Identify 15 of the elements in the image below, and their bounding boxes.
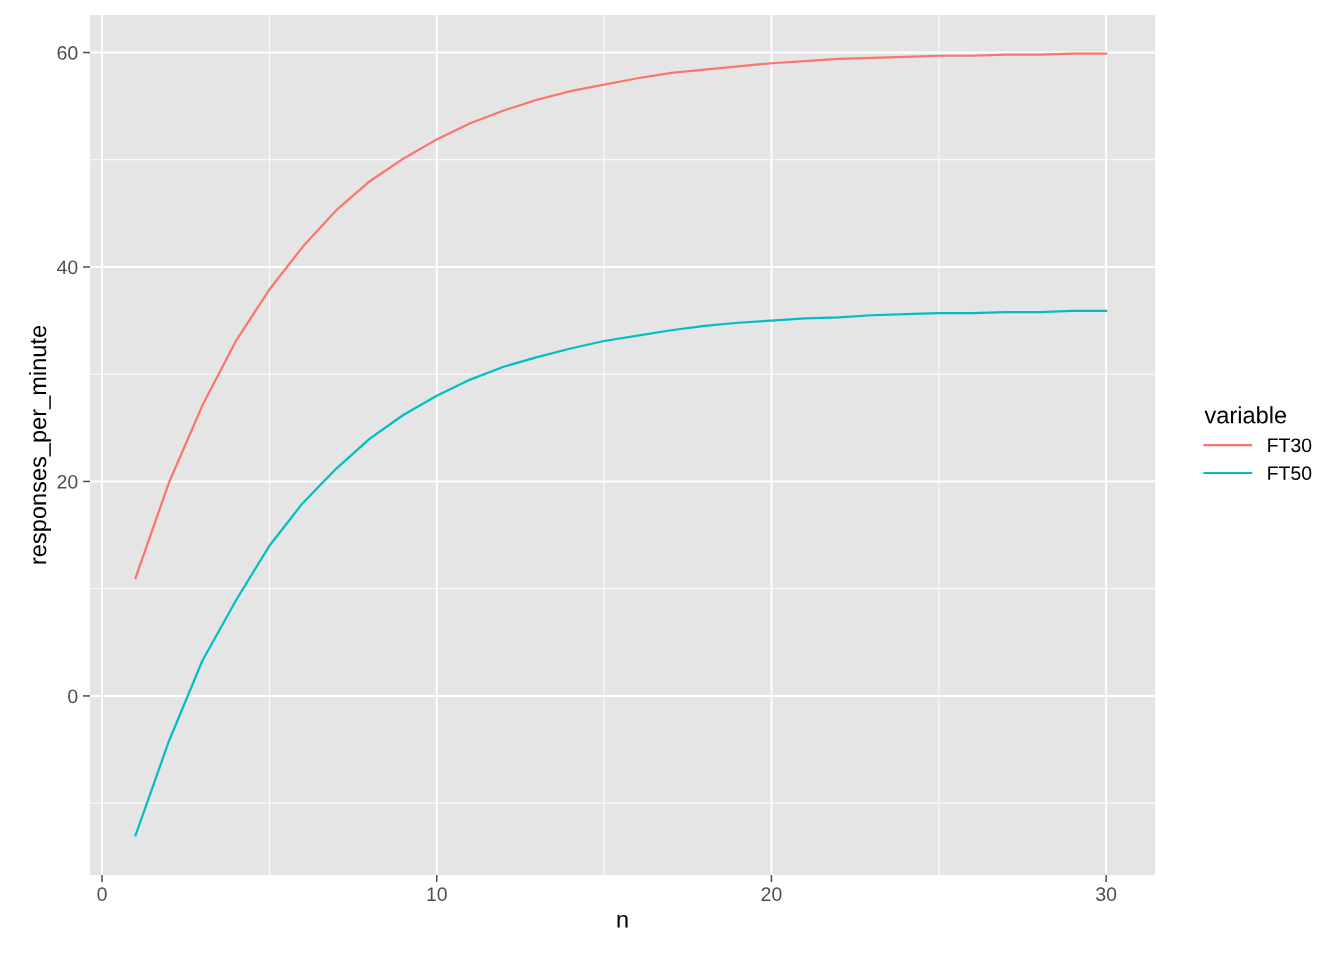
- y-tick-label: 0: [68, 689, 78, 704]
- x-tick-label: 10: [427, 887, 447, 902]
- x-tick-label: 20: [761, 887, 782, 902]
- legend-label: FT50: [1268, 466, 1312, 481]
- line-series: [134, 52, 1108, 580]
- x-tick-label: 30: [1096, 887, 1117, 902]
- legend-label: FT30: [1268, 438, 1312, 453]
- legend-title: variable: [1204, 406, 1287, 424]
- x-tick-label: 0: [97, 887, 107, 902]
- y-axis-title: responses_per_minute: [29, 325, 52, 564]
- x-axis-title: n: [617, 914, 628, 928]
- y-tick-label: 60: [57, 46, 78, 60]
- y-tick-label: 40: [57, 260, 78, 275]
- y-tick-label: 20: [57, 474, 78, 489]
- line-series: [134, 309, 1108, 837]
